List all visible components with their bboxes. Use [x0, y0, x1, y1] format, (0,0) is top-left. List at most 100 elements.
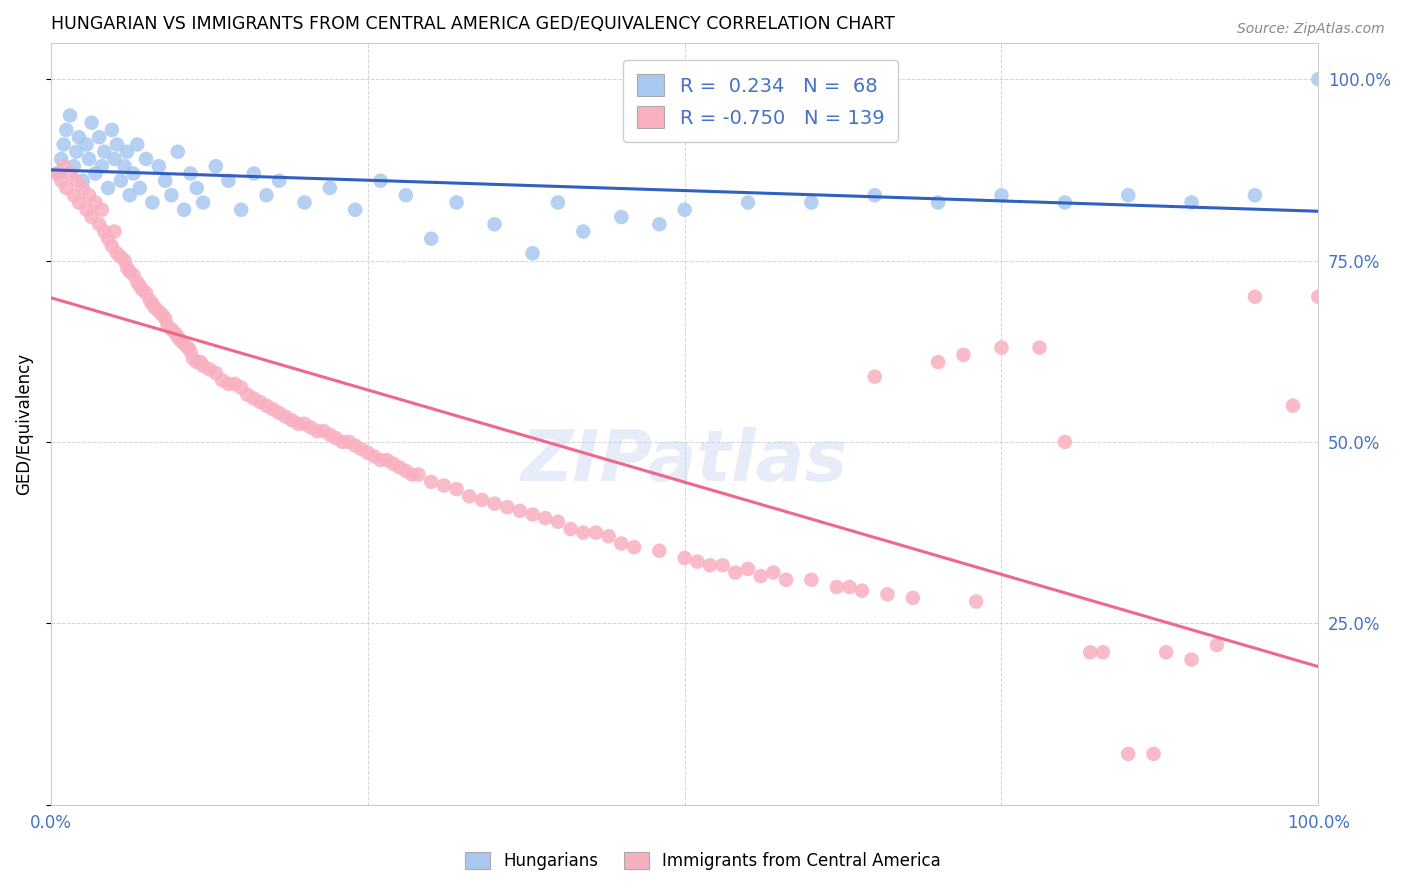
- Point: [370, 174, 392, 188]
- Point: [153, 174, 176, 188]
- Point: [118, 264, 141, 278]
- Point: [990, 341, 1012, 355]
- Point: [127, 275, 149, 289]
- Point: [344, 438, 367, 452]
- Point: [1282, 399, 1305, 413]
- Point: [93, 145, 115, 159]
- Point: [496, 500, 519, 515]
- Point: [103, 152, 125, 166]
- Point: [547, 515, 569, 529]
- Point: [191, 195, 214, 210]
- Point: [90, 202, 112, 217]
- Point: [312, 424, 335, 438]
- Point: [673, 551, 696, 566]
- Point: [1116, 747, 1139, 761]
- Point: [1308, 290, 1330, 304]
- Point: [80, 116, 103, 130]
- Point: [52, 159, 75, 173]
- Point: [572, 225, 595, 239]
- Point: [686, 555, 709, 569]
- Point: [522, 246, 544, 260]
- Point: [256, 399, 278, 413]
- Point: [927, 355, 949, 369]
- Point: [177, 341, 200, 355]
- Point: [851, 583, 873, 598]
- Point: [509, 504, 531, 518]
- Point: [1244, 290, 1267, 304]
- Point: [1116, 188, 1139, 202]
- Point: [156, 318, 179, 333]
- Point: [101, 239, 124, 253]
- Point: [152, 308, 174, 322]
- Point: [217, 376, 239, 391]
- Point: [446, 195, 468, 210]
- Point: [63, 188, 86, 202]
- Point: [965, 594, 987, 608]
- Point: [59, 108, 82, 122]
- Point: [1308, 72, 1330, 87]
- Point: [141, 195, 163, 210]
- Point: [401, 467, 423, 482]
- Point: [173, 337, 195, 351]
- Point: [128, 181, 150, 195]
- Point: [927, 195, 949, 210]
- Point: [838, 580, 860, 594]
- Point: [131, 283, 153, 297]
- Point: [186, 181, 208, 195]
- Point: [863, 188, 886, 202]
- Point: [160, 188, 183, 202]
- Point: [115, 145, 138, 159]
- Point: [72, 174, 94, 188]
- Point: [522, 508, 544, 522]
- Point: [135, 152, 157, 166]
- Point: [256, 188, 278, 202]
- Point: [863, 369, 886, 384]
- Point: [211, 373, 233, 387]
- Point: [59, 166, 82, 180]
- Point: [307, 424, 329, 438]
- Point: [1180, 195, 1202, 210]
- Text: Source: ZipAtlas.com: Source: ZipAtlas.com: [1237, 22, 1385, 37]
- Point: [332, 434, 354, 449]
- Point: [72, 181, 94, 195]
- Point: [749, 569, 772, 583]
- Point: [274, 409, 297, 424]
- Point: [90, 159, 112, 173]
- Point: [673, 202, 696, 217]
- Point: [1053, 434, 1076, 449]
- Point: [572, 525, 595, 540]
- Point: [1206, 638, 1229, 652]
- Point: [299, 420, 322, 434]
- Point: [65, 145, 87, 159]
- Point: [179, 166, 201, 180]
- Point: [231, 202, 253, 217]
- Point: [382, 457, 405, 471]
- Point: [370, 453, 392, 467]
- Point: [101, 123, 124, 137]
- Point: [231, 380, 253, 394]
- Point: [1180, 652, 1202, 666]
- Point: [118, 188, 141, 202]
- Point: [224, 376, 246, 391]
- Point: [420, 232, 443, 246]
- Point: [153, 311, 176, 326]
- Point: [287, 417, 309, 431]
- Point: [173, 202, 195, 217]
- Point: [585, 525, 607, 540]
- Point: [128, 279, 150, 293]
- Point: [51, 152, 73, 166]
- Point: [46, 166, 69, 180]
- Point: [775, 573, 797, 587]
- Point: [319, 427, 342, 442]
- Point: [89, 217, 111, 231]
- Point: [122, 166, 145, 180]
- Point: [711, 558, 734, 573]
- Point: [547, 195, 569, 210]
- Point: [363, 450, 385, 464]
- Point: [737, 562, 759, 576]
- Point: [699, 558, 721, 573]
- Point: [420, 475, 443, 489]
- Point: [103, 225, 125, 239]
- Point: [166, 329, 188, 343]
- Point: [166, 145, 188, 159]
